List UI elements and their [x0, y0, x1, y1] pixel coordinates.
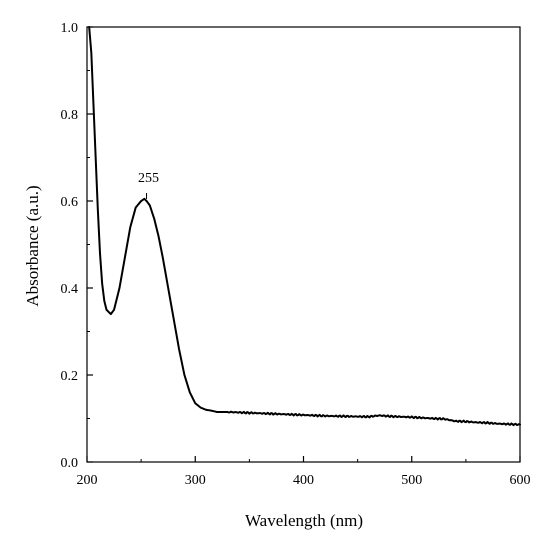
- y-tick-label: 1.0: [61, 21, 79, 36]
- y-tick-label: 0.8: [61, 108, 79, 123]
- x-tick-label: 500: [401, 473, 422, 488]
- y-tick-label: 0.6: [61, 195, 79, 210]
- peak-annotation-label: 255: [138, 171, 159, 186]
- y-tick-label: 0.0: [61, 456, 79, 471]
- plot-frame: [86, 26, 521, 463]
- y-axis-title: Absorbance (a.u.): [23, 185, 42, 306]
- x-axis-title: Wavelength (nm): [245, 511, 363, 530]
- ticks-layer: [86, 26, 521, 463]
- x-tick-label: 200: [77, 473, 98, 488]
- x-tick-label: 600: [510, 473, 531, 488]
- y-tick-label: 0.2: [61, 369, 79, 384]
- y-tick-label: 0.4: [61, 282, 79, 297]
- absorbance-series-line: [88, 26, 521, 427]
- x-tick-label: 400: [293, 473, 314, 488]
- labels-layer: 200 300 400 500 600 0.0 0.2 0.4 0.6 0.8 1.0 255: [61, 21, 531, 488]
- x-tick-label: 300: [185, 473, 206, 488]
